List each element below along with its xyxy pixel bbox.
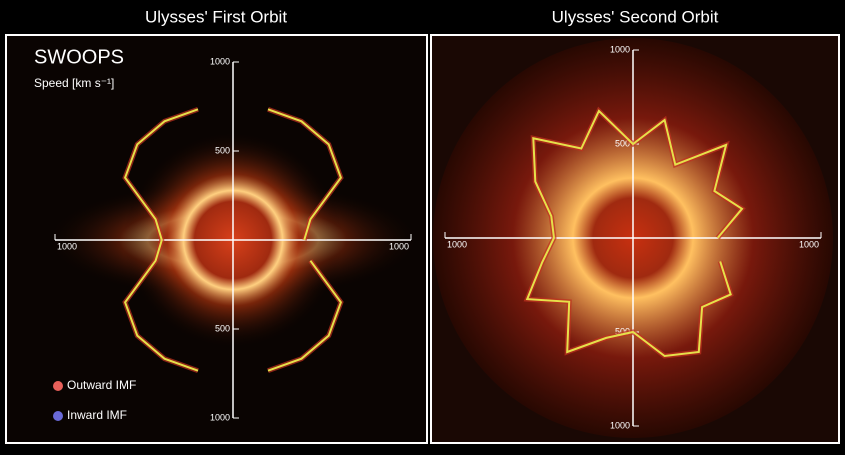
- r-tick-label: 1000: [210, 412, 230, 422]
- r-tick-label: 1000: [799, 239, 819, 249]
- legend-label: Inward IMF: [67, 408, 127, 422]
- r-tick-label: 1000: [210, 56, 230, 66]
- speed-trace: [123, 108, 343, 372]
- r-tick-label: 1000: [57, 241, 77, 251]
- panel-title: Ulysses' First Orbit: [145, 7, 287, 26]
- axis-label: Speed [km s⁻¹]: [34, 76, 114, 90]
- speed-trace: [525, 109, 744, 358]
- panel-title: Ulysses' Second Orbit: [552, 7, 719, 26]
- r-tick-label: 500: [615, 138, 630, 148]
- r-tick-label: 1000: [610, 44, 630, 54]
- r-tick-label: 1000: [447, 239, 467, 249]
- legend-label: Outward IMF: [67, 378, 136, 392]
- annotation: SWOOPS: [34, 46, 124, 68]
- r-tick-label: 1000: [389, 241, 409, 251]
- r-tick-label: 500: [215, 145, 230, 155]
- r-tick-label: 500: [615, 326, 630, 336]
- r-tick-label: 1000: [610, 420, 630, 430]
- legend-swatch: [53, 411, 63, 421]
- r-tick-label: 500: [215, 323, 230, 333]
- legend-swatch: [53, 381, 63, 391]
